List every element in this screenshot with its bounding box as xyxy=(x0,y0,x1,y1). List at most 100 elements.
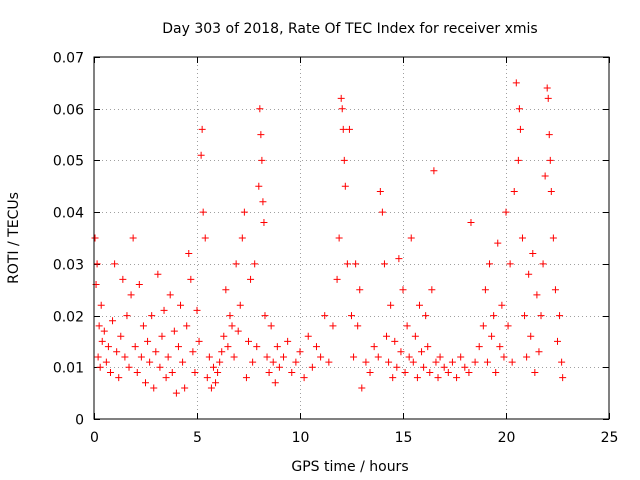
data-point xyxy=(434,374,442,382)
data-point xyxy=(516,125,524,133)
data-point xyxy=(100,327,108,335)
data-point xyxy=(535,348,543,356)
data-point xyxy=(187,275,195,283)
data-point xyxy=(376,187,384,195)
data-point xyxy=(525,270,533,278)
y-tick-label: 0.02 xyxy=(53,310,84,326)
data-point xyxy=(492,368,500,376)
data-point xyxy=(415,301,423,309)
data-point xyxy=(343,260,351,268)
data-point xyxy=(162,374,170,382)
data-point xyxy=(113,348,121,356)
data-point xyxy=(123,312,131,320)
data-point xyxy=(158,332,166,340)
data-point xyxy=(164,353,172,361)
data-point xyxy=(203,374,211,382)
x-tick-label: 20 xyxy=(498,430,516,446)
data-point xyxy=(559,374,567,382)
data-point xyxy=(428,286,436,294)
data-point xyxy=(407,234,415,242)
chart-title: Day 303 of 2018, Rate Of TEC Index for r… xyxy=(162,21,537,37)
data-point xyxy=(483,358,491,366)
data-point xyxy=(350,353,358,361)
data-point xyxy=(329,322,337,330)
data-point xyxy=(288,368,296,376)
data-point xyxy=(551,286,559,294)
data-point xyxy=(142,379,149,387)
data-point xyxy=(432,358,440,366)
data-points xyxy=(91,79,567,397)
data-point xyxy=(191,368,199,376)
data-point xyxy=(247,275,255,283)
data-point xyxy=(273,343,281,351)
data-point xyxy=(498,301,506,309)
data-point xyxy=(479,322,487,330)
data-point xyxy=(358,384,366,392)
data-point xyxy=(378,208,386,216)
data-point xyxy=(496,343,504,351)
data-point xyxy=(249,358,257,366)
data-point xyxy=(150,384,158,392)
data-point xyxy=(199,208,207,216)
data-point xyxy=(96,363,104,371)
data-point xyxy=(457,353,465,361)
data-point xyxy=(137,353,145,361)
data-point xyxy=(304,332,312,340)
data-point xyxy=(255,182,263,190)
data-point xyxy=(251,260,259,268)
x-tick-label: 5 xyxy=(193,430,202,446)
data-point xyxy=(257,131,265,139)
data-point xyxy=(259,198,267,206)
data-point xyxy=(269,358,277,366)
data-point xyxy=(506,260,514,268)
data-point xyxy=(340,156,348,164)
data-point xyxy=(97,301,105,309)
data-point xyxy=(544,94,552,102)
data-point xyxy=(317,353,325,361)
data-point xyxy=(236,301,244,309)
data-point xyxy=(238,234,246,242)
data-point xyxy=(98,337,106,345)
data-point xyxy=(218,348,226,356)
data-point xyxy=(395,255,403,263)
data-point xyxy=(160,306,168,314)
data-point xyxy=(127,291,135,299)
data-point xyxy=(494,239,502,247)
data-point xyxy=(527,332,535,340)
data-point xyxy=(172,389,180,397)
data-point xyxy=(146,358,154,366)
data-point xyxy=(154,270,162,278)
data-point xyxy=(556,312,564,320)
y-tick-label: 0.03 xyxy=(53,258,84,274)
data-point xyxy=(174,343,182,351)
data-point xyxy=(135,281,143,289)
data-point xyxy=(430,167,438,175)
data-point xyxy=(179,358,187,366)
x-axis-label: GPS time / hours xyxy=(291,459,408,475)
data-point xyxy=(139,322,147,330)
data-point xyxy=(183,322,191,330)
data-point xyxy=(531,368,539,376)
data-point xyxy=(271,379,279,387)
data-point xyxy=(245,337,252,345)
data-point xyxy=(95,322,103,330)
data-point xyxy=(198,125,206,133)
data-point xyxy=(366,368,374,376)
data-point xyxy=(461,363,469,371)
data-point xyxy=(234,327,242,335)
y-tick-label: 0.06 xyxy=(53,103,84,119)
data-point xyxy=(510,187,518,195)
data-point xyxy=(508,358,516,366)
data-point xyxy=(280,353,288,361)
data-point xyxy=(486,260,494,268)
data-point xyxy=(193,306,201,314)
data-point xyxy=(212,379,220,387)
data-point xyxy=(106,368,114,376)
data-point xyxy=(253,343,261,351)
data-point xyxy=(228,322,236,330)
data-point xyxy=(345,125,353,133)
data-point xyxy=(207,384,215,392)
data-point xyxy=(545,131,553,139)
data-point xyxy=(488,332,496,340)
data-point xyxy=(220,332,228,340)
